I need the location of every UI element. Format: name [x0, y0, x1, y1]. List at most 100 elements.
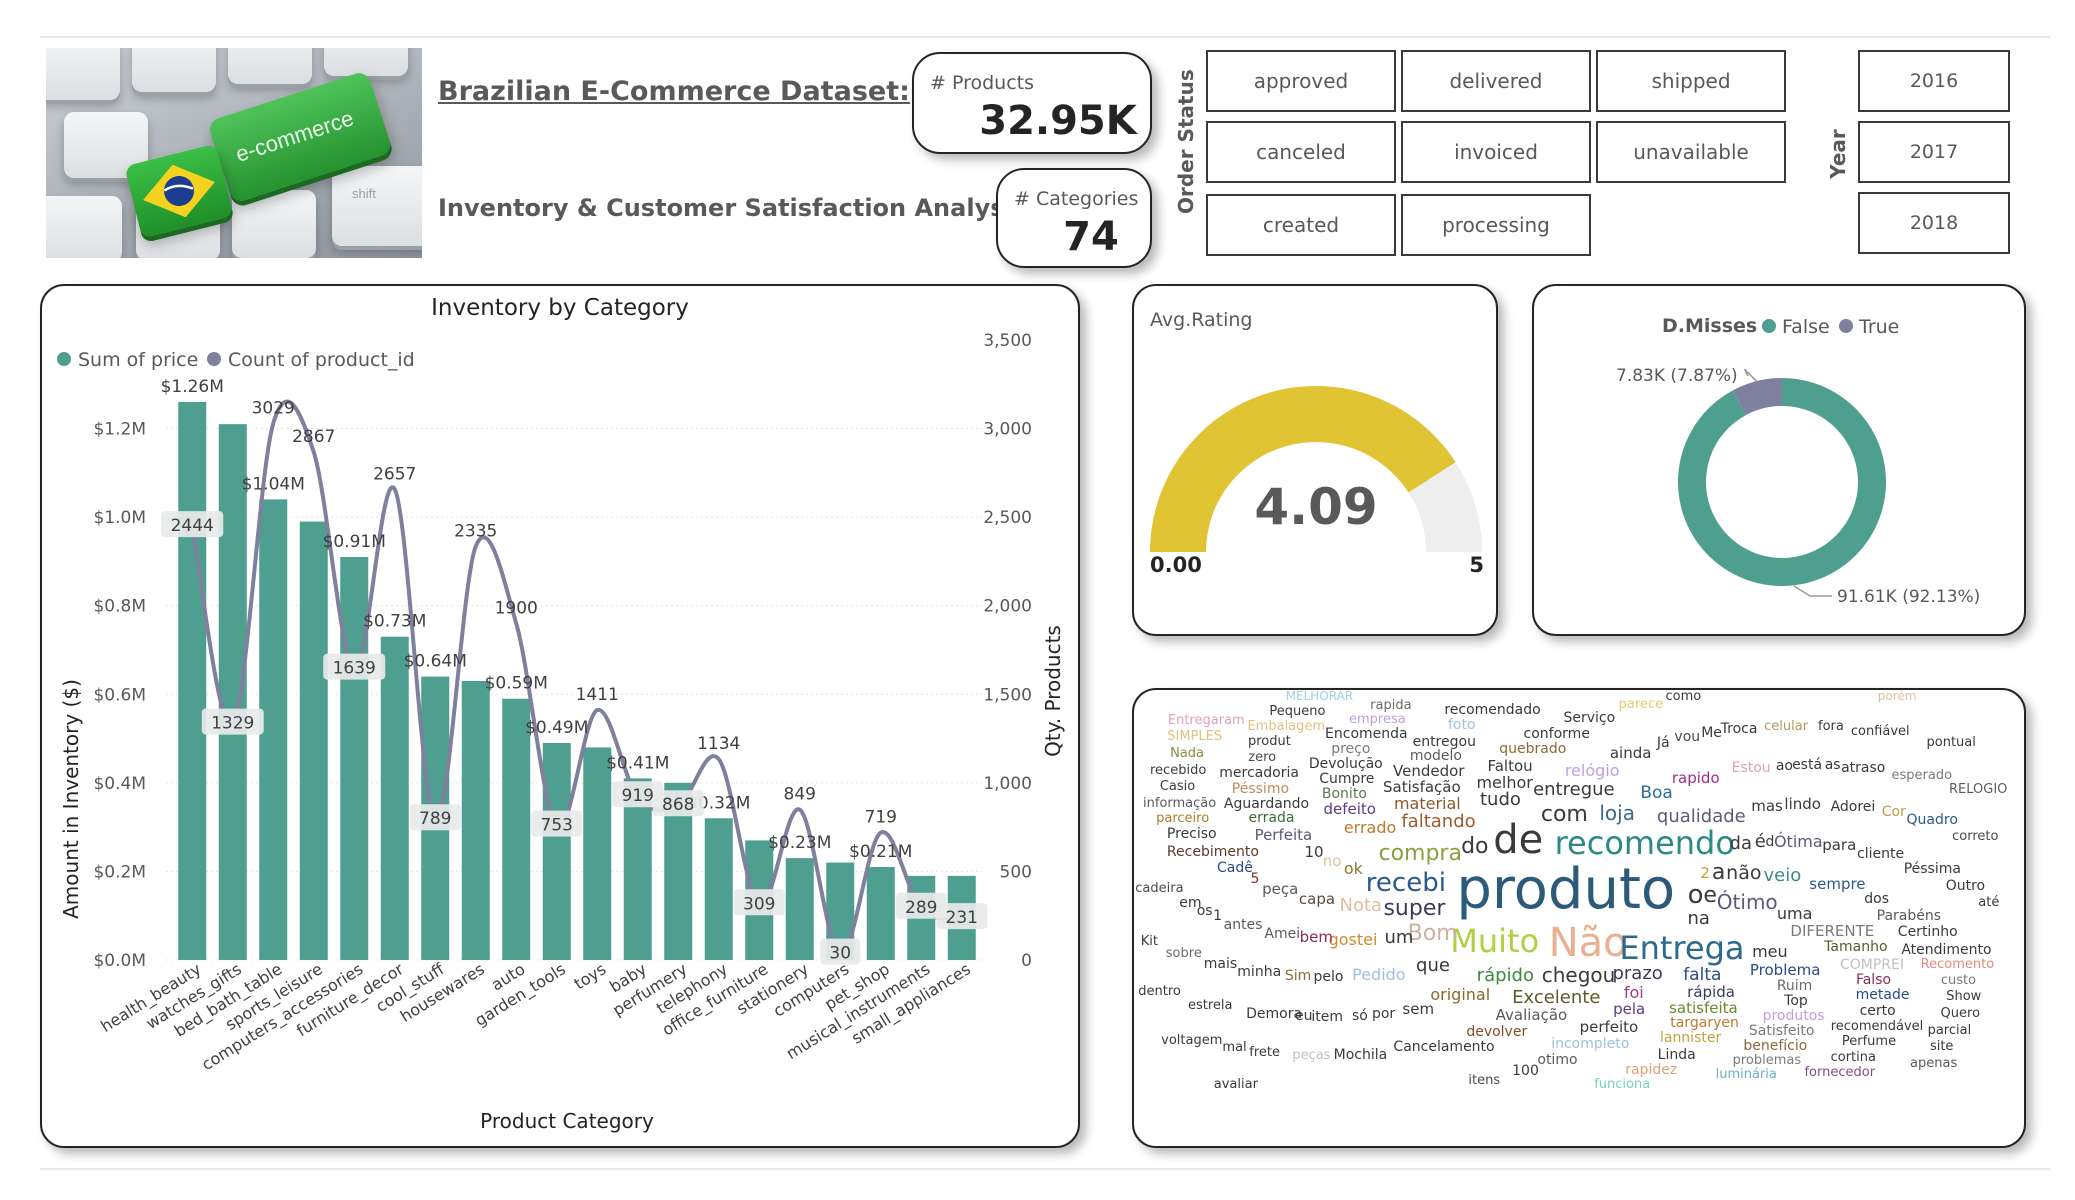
wordcloud-word: cliente — [1857, 845, 1905, 862]
wordcloud-word: melhor — [1476, 772, 1533, 792]
shift-key-label: shift — [352, 186, 376, 201]
status-button-delivered[interactable]: delivered — [1401, 50, 1591, 112]
wordcloud-word: Parabéns — [1876, 907, 1942, 924]
wordcloud-word: para — [1822, 835, 1857, 854]
wordcloud-word: Cor — [1881, 804, 1906, 821]
legend-false-label: False — [1782, 316, 1830, 338]
bar-housewares[interactable] — [461, 681, 490, 960]
bar-toys[interactable] — [583, 747, 612, 960]
y2-tick-label: 3,500 — [983, 331, 1032, 351]
status-button-processing[interactable]: processing — [1401, 194, 1591, 256]
y2-tick-label: 2,500 — [983, 508, 1032, 528]
wordcloud-word: RELOGIO — [1949, 781, 2008, 797]
line-label-box — [531, 810, 583, 837]
line-value-label: 2444 — [171, 516, 214, 536]
wordcloud-word: perfeito — [1579, 1018, 1639, 1037]
wordcloud-word: otimo — [1537, 1052, 1578, 1069]
inventory-y2-ticks: 0 500 1,000 1,500 2,000 2,500 3,000 3,500 — [983, 331, 1032, 971]
wordcloud-word: foto — [1447, 717, 1476, 734]
keyboard-key — [232, 190, 316, 258]
x-axis-title: Product Category — [480, 1109, 654, 1133]
line-value-label: 753 — [541, 816, 573, 836]
bar-garden_tools[interactable] — [542, 743, 571, 960]
wordcloud-word: Kit — [1140, 933, 1158, 949]
brazil-flag-key — [124, 143, 234, 239]
delivery-misses-card: D.Misses False True 7.83K (7.87%) 91.61K… — [1532, 284, 2026, 636]
donut-true-leader — [1743, 368, 1758, 382]
wordcloud-word: Mochila — [1333, 1047, 1388, 1064]
wordcloud-word: certo — [1859, 1002, 1896, 1019]
wordcloud-word: Ruim — [1776, 977, 1813, 994]
wordcloud-word: Top — [1784, 992, 1808, 1009]
legend-false-marker — [1762, 319, 1776, 333]
y-tick-label: $0.8M — [93, 597, 146, 617]
wordcloud-word: Preciso — [1166, 825, 1217, 842]
wordcloud-word: da — [1729, 832, 1753, 854]
year-button-2018[interactable]: 2018 — [1858, 192, 2010, 254]
wordcloud-word: 10 — [1304, 842, 1324, 861]
wordcloud-word: peças — [1292, 1047, 1331, 1063]
line-label-box — [612, 781, 664, 808]
ecommerce-key-label: e-commerce — [232, 105, 357, 167]
wordcloud-word: Recebimento — [1166, 843, 1259, 860]
status-button-approved[interactable]: approved — [1206, 50, 1396, 112]
line-label-box — [409, 804, 461, 831]
status-button-created[interactable]: created — [1206, 194, 1396, 256]
wordcloud-word: até — [1978, 894, 2000, 910]
bar-stationery[interactable] — [785, 858, 814, 960]
wordcloud-word: antes — [1223, 917, 1263, 934]
category-label: toys — [571, 959, 610, 993]
wordcloud-word: capa — [1298, 889, 1336, 908]
review-wordcloud: produto Não de recomendo Muito Entrega recebi o… — [1130, 686, 2010, 1106]
status-button-unavailable[interactable]: unavailable — [1596, 121, 1786, 183]
status-button-canceled[interactable]: canceled — [1206, 121, 1396, 183]
kpi-categories-label: # Categories — [1014, 188, 1139, 210]
wordcloud-word: sem — [1402, 999, 1435, 1018]
wordcloud-word: Já — [1656, 734, 1670, 751]
wordcloud-word: lannister — [1659, 1029, 1722, 1046]
bar-computers_accessories[interactable] — [340, 557, 369, 960]
bar-bed_bath_table[interactable] — [259, 499, 288, 960]
wordcloud-word: pontual — [1926, 735, 1976, 751]
wordcloud-word: que — [1416, 954, 1450, 976]
line-label-box — [820, 938, 861, 965]
wordcloud-word: produt — [1247, 734, 1291, 750]
year-button-2017[interactable]: 2017 — [1858, 121, 2010, 183]
bar-furniture_decor[interactable] — [380, 636, 409, 960]
bar-auto[interactable] — [502, 698, 531, 960]
y2-tick-label: 1,500 — [983, 685, 1032, 705]
wordcloud-word: funciona — [1594, 1076, 1651, 1092]
wordcloud-word: meu — [1752, 941, 1788, 961]
status-button-invoiced[interactable]: invoiced — [1401, 121, 1591, 183]
bar-sports_leisure[interactable] — [299, 521, 328, 960]
wordcloud-word: recebi — [1365, 867, 1446, 898]
line-value-label: 849 — [784, 785, 816, 805]
line-label-box — [652, 790, 704, 817]
line-value-label: 309 — [743, 894, 775, 914]
y-tick-label: $0.2M — [93, 862, 146, 882]
bar-baby[interactable] — [623, 778, 652, 960]
bar-health_beauty[interactable] — [178, 402, 207, 960]
wordcloud-word: item — [1311, 1008, 1343, 1025]
wordcloud-word: peça — [1262, 879, 1299, 898]
wordcloud-word: benefício — [1743, 1038, 1808, 1055]
wordcloud-word: Pedido — [1352, 964, 1406, 984]
wordcloud-word: Nada — [1170, 746, 1204, 762]
wordcloud-word: esperado — [1891, 768, 1953, 784]
wordcloud-word: Cadê — [1217, 859, 1253, 876]
wordcloud-word: do — [1461, 833, 1489, 859]
bar-pet_shop[interactable] — [866, 867, 895, 960]
wordcloud-word: prazo — [1612, 962, 1663, 984]
wordcloud-word: fora — [1818, 719, 1844, 735]
kpi-categories-value: 74 — [1063, 214, 1119, 260]
year-button-2016[interactable]: 2016 — [1858, 50, 2010, 112]
wordcloud-word: mas — [1751, 796, 1783, 815]
y-axis-title: Amount in Inventory ($) — [59, 679, 83, 919]
bar-telephony[interactable] — [704, 818, 733, 960]
wordcloud-word: 1 — [1213, 908, 1223, 925]
line-label-box — [733, 889, 785, 916]
line-value-label: 789 — [419, 809, 451, 829]
status-button-shipped[interactable]: shipped — [1596, 50, 1786, 112]
wordcloud-word: Péssima — [1903, 860, 1961, 877]
y2-tick-label: 3,000 — [983, 420, 1032, 440]
